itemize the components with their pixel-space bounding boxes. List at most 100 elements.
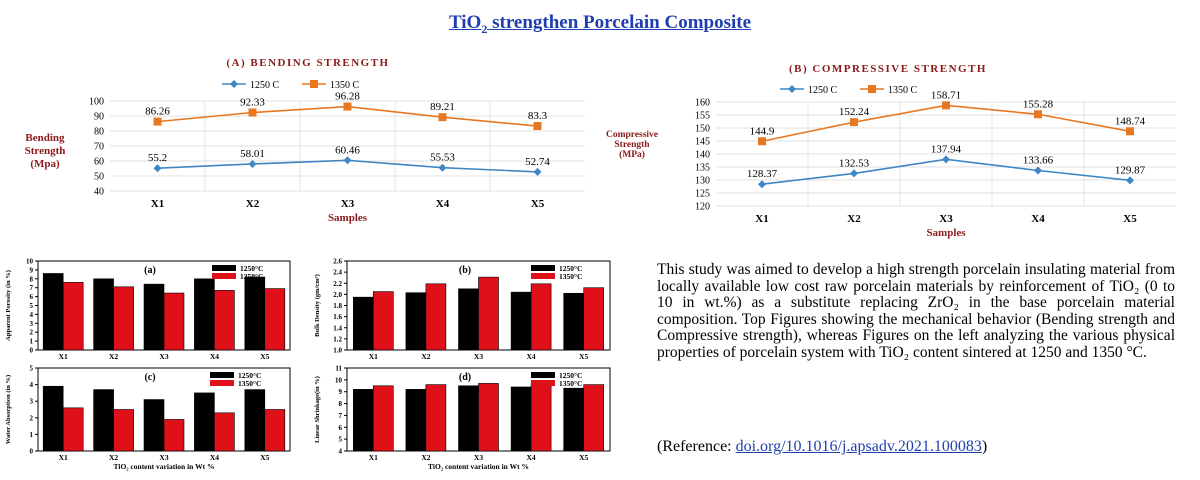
y-axis-label: Linear Shrinkage(in %) bbox=[314, 376, 321, 443]
y-tick-label: 11 bbox=[335, 365, 342, 373]
data-label: 92.33 bbox=[240, 97, 265, 109]
bending-strength-chart: (A) BENDING STRENGTH 1250 C 1350 C 40 50 60 70… bbox=[25, 57, 585, 224]
x-tick-label: X2 bbox=[421, 453, 430, 462]
x-tick-label: X5 bbox=[260, 352, 269, 361]
bar bbox=[62, 282, 84, 351]
bar bbox=[42, 385, 64, 452]
data-label: 155.28 bbox=[1023, 98, 1054, 110]
y-tick-label: 2.2 bbox=[333, 280, 342, 288]
y-tick-label: 50 bbox=[94, 172, 104, 183]
x-tick-label: X4 bbox=[210, 453, 219, 462]
y-tick-label: 130 bbox=[695, 176, 710, 187]
legend-label: 1350 C bbox=[888, 85, 918, 96]
bar bbox=[352, 296, 374, 351]
data-label: 58.01 bbox=[240, 148, 265, 160]
y-tick-label: 100 bbox=[89, 97, 104, 108]
bar bbox=[93, 389, 114, 452]
x-tick-label: X1 bbox=[59, 352, 68, 361]
panel-label: (d) bbox=[459, 372, 471, 383]
data-label: 148.74 bbox=[1115, 115, 1146, 127]
bar bbox=[405, 292, 427, 351]
x-tick-label: X5 bbox=[260, 453, 269, 462]
bar bbox=[458, 288, 479, 351]
y-tick-label: 2 bbox=[30, 414, 34, 422]
data-point bbox=[758, 137, 766, 146]
y-tick-label: 150 bbox=[695, 124, 710, 135]
bar bbox=[373, 291, 394, 351]
data-point bbox=[343, 102, 352, 111]
data-point bbox=[850, 118, 858, 127]
bar bbox=[563, 292, 585, 351]
data-point bbox=[248, 108, 257, 117]
y-tick-label: 6 bbox=[30, 293, 34, 301]
y-tick-label: 1.8 bbox=[333, 302, 342, 310]
bulk-density-chart: 1.0 1.2 1.4 1.6 1.8 2.0 2.2 2.4 2.6 X1 X2 X3 X4 X5 (b)… bbox=[314, 258, 611, 361]
data-point bbox=[533, 122, 542, 131]
y-tick-label: 80 bbox=[94, 127, 104, 138]
legend-label: 1250°C bbox=[559, 371, 582, 380]
bar bbox=[352, 389, 374, 452]
legend-swatch bbox=[210, 372, 234, 378]
y-axis-label: Compressive bbox=[606, 130, 658, 140]
y-tick-label: 4 bbox=[30, 381, 34, 389]
bar bbox=[373, 385, 394, 452]
chart-title: (B) COMPRESSIVE STRENGTH bbox=[789, 63, 987, 75]
page-title: TiO2 strengthen Porcelain Composite bbox=[448, 12, 752, 36]
x-tick-label: X1 bbox=[151, 198, 164, 210]
y-tick-label: 140 bbox=[695, 150, 710, 161]
data-point bbox=[248, 159, 257, 168]
bar bbox=[530, 383, 552, 452]
y-tick-label: 60 bbox=[94, 157, 104, 168]
bar bbox=[214, 412, 235, 452]
data-label: 55.2 bbox=[148, 152, 167, 164]
bar bbox=[478, 383, 499, 452]
y-tick-label: 1 bbox=[30, 431, 34, 439]
legend-swatch bbox=[212, 265, 236, 271]
x-tick-label: X2 bbox=[847, 213, 861, 225]
y-tick-label: 3 bbox=[30, 320, 34, 328]
compressive-strength-chart: (B) COMPRESSIVE STRENGTH 1250 C 1350 C 120 1… bbox=[606, 63, 1176, 239]
legend-label: 1350°C bbox=[559, 272, 582, 281]
data-label: 55.53 bbox=[430, 152, 455, 164]
x-axis-label: Samples bbox=[328, 212, 368, 224]
data-point bbox=[153, 117, 162, 126]
y-tick-label: 90 bbox=[94, 112, 104, 123]
data-point bbox=[942, 155, 950, 164]
legend-marker bbox=[788, 85, 796, 93]
bar bbox=[244, 389, 266, 452]
legend-label: 1350°C bbox=[240, 272, 263, 281]
y-tick-label: 7 bbox=[339, 412, 343, 420]
data-point bbox=[1126, 176, 1134, 185]
data-point bbox=[1034, 110, 1042, 119]
legend-marker bbox=[310, 80, 318, 88]
summary-paragraph: This study was aimed to develop a high s… bbox=[657, 261, 1175, 361]
y-axis-label: Strength bbox=[614, 140, 650, 150]
bar bbox=[163, 292, 185, 351]
bar bbox=[244, 276, 266, 351]
x-tick-label: X2 bbox=[109, 453, 118, 462]
data-label: 86.26 bbox=[145, 106, 170, 118]
legend-swatch bbox=[531, 372, 555, 378]
y-tick-label: 70 bbox=[94, 142, 104, 153]
data-point bbox=[942, 101, 950, 110]
legend-label: 1250 C bbox=[808, 85, 838, 96]
bar bbox=[583, 287, 605, 351]
y-tick-label: 5 bbox=[339, 436, 343, 444]
y-tick-label: 120 bbox=[695, 202, 710, 213]
y-axis-label: Bulk Density (gm/cm³) bbox=[314, 274, 321, 337]
x-tick-label: X4 bbox=[527, 453, 536, 462]
panel-label: (a) bbox=[144, 265, 156, 276]
y-tick-label: 0 bbox=[30, 448, 34, 456]
x-axis-label: Samples bbox=[926, 227, 966, 239]
bar bbox=[458, 385, 479, 452]
x-tick-label: X3 bbox=[159, 453, 168, 462]
y-tick-label: 8 bbox=[30, 275, 34, 283]
y-tick-label: 0 bbox=[30, 347, 34, 355]
y-axis-label: (Mpa) bbox=[30, 158, 60, 170]
legend-swatch bbox=[531, 380, 555, 386]
x-tick-label: X3 bbox=[939, 213, 953, 225]
y-tick-label: 5 bbox=[30, 365, 34, 373]
reference-link[interactable]: doi.org/10.1016/j.apsadv.2021.100083 bbox=[735, 438, 982, 455]
